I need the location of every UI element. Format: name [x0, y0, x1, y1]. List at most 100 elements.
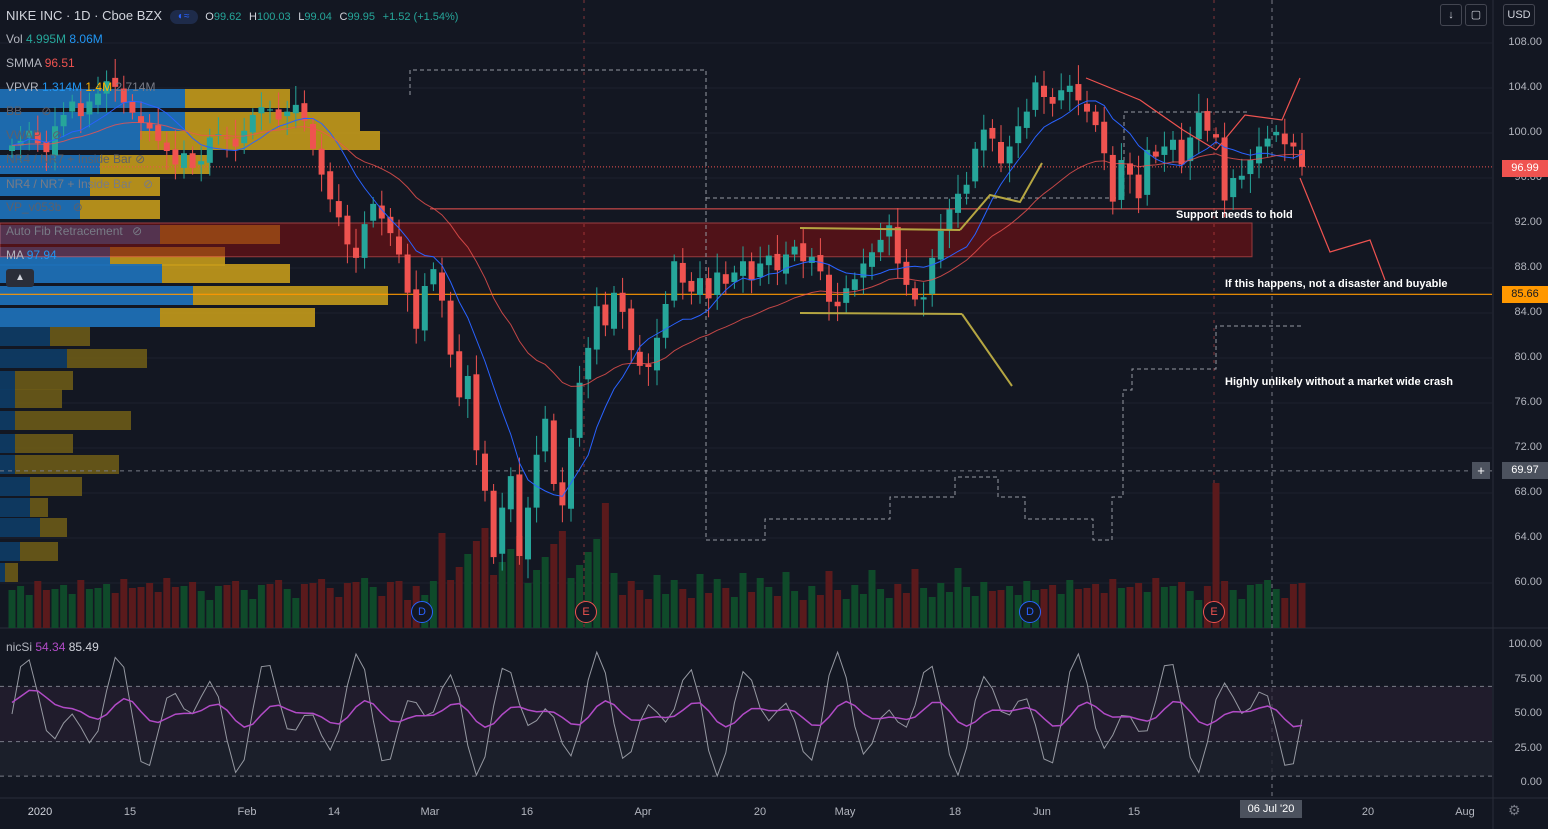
legend-nr[interactable]: NR4 / NR7 + Inside Bar ⊘	[6, 177, 153, 191]
vpvr-buy-bar	[0, 371, 15, 390]
legend-fib[interactable]: Auto Fib Retracement ⊘	[6, 224, 142, 238]
candle-body	[714, 272, 721, 295]
candle-body	[1256, 146, 1262, 164]
volume-bar	[1143, 592, 1151, 628]
candle-body	[430, 269, 437, 285]
earnings-event-icon[interactable]: E	[1203, 601, 1225, 623]
vpvr-buy-bar	[0, 434, 15, 453]
legend-vol[interactable]: Vol 4.995M 8.06M	[6, 32, 103, 46]
candle-body	[284, 111, 291, 117]
change-value: +1.52 (+1.54%)	[382, 11, 459, 23]
hidden-eye-icon[interactable]: ⊘	[52, 128, 63, 142]
volume-bar	[584, 552, 592, 628]
volume-bar	[137, 587, 145, 628]
candle-body	[318, 148, 325, 175]
legend-nr-m[interactable]: NR4 / NR7 + Inside Bar ⊘	[6, 152, 145, 166]
candle-body	[989, 127, 996, 139]
volume-bar	[404, 600, 412, 628]
candle-body	[860, 263, 867, 278]
legend-vpvr[interactable]: VPVR 1.314M 1.4M 2.714M	[6, 80, 155, 94]
volume-bar	[1049, 585, 1057, 628]
candle-body	[894, 226, 901, 264]
settings-gear-icon[interactable]: ⚙	[1508, 802, 1521, 818]
live-icon[interactable]: ◐≈	[169, 9, 198, 24]
legend-bb-name: BB	[6, 104, 23, 118]
candle-body	[1015, 126, 1022, 144]
candle-body	[731, 272, 738, 283]
volume-bar	[834, 590, 842, 628]
candle-body	[516, 474, 523, 556]
candle-body	[95, 93, 101, 105]
currency-button[interactable]: USD	[1503, 4, 1535, 26]
hidden-eye-icon[interactable]: ⊘	[41, 104, 52, 118]
candle-body	[697, 278, 703, 295]
volume-bar	[550, 544, 558, 628]
candle-body	[654, 337, 660, 371]
legend-smma[interactable]: SMMA 96.51	[6, 56, 75, 70]
candle-body	[1273, 131, 1280, 136]
vpvr-buy-bar	[0, 327, 50, 346]
candle-body	[26, 130, 33, 138]
legend-vwap[interactable]: VWAP ⊘	[6, 128, 62, 142]
volume-bar	[670, 580, 678, 628]
volume-bar	[808, 586, 816, 628]
vpvr-sell-bar	[20, 542, 58, 561]
volume-bar	[472, 541, 480, 628]
volume-bar	[283, 589, 291, 628]
legend-vp[interactable]: VP_v053b ⊘	[6, 200, 83, 214]
candle-body	[327, 171, 334, 200]
candle-body	[1213, 134, 1219, 138]
candle-body	[69, 101, 76, 112]
volume-bar	[1135, 583, 1143, 628]
volume-bar	[85, 589, 93, 628]
price-axis-label: 84.00	[1514, 306, 1542, 318]
candle-body	[1238, 175, 1245, 180]
volume-bar	[8, 590, 16, 628]
volume-bar	[739, 573, 747, 628]
osc-fast-line	[11, 650, 1303, 778]
symbol-title[interactable]: NIKE INC · 1D · Cboe BZX	[6, 8, 163, 23]
annotation-buyable[interactable]: If this happens, not a disaster and buya…	[1225, 278, 1448, 290]
low-label: L	[298, 11, 305, 23]
high-value: 100.03	[256, 11, 291, 23]
time-axis-label: 20	[753, 806, 767, 818]
candle-body	[722, 274, 729, 284]
legend-ma[interactable]: MA 97.94	[6, 248, 57, 262]
crosshair-price-tag: 69.97	[1502, 462, 1548, 479]
hidden-eye-icon[interactable]: ⊘	[135, 152, 146, 166]
add-level-icon[interactable]: +	[1472, 462, 1490, 479]
legend-bb[interactable]: BB ⊘	[6, 104, 51, 118]
candle-body	[765, 255, 772, 266]
legend-smma-value: 96.51	[44, 56, 75, 70]
hidden-eye-icon[interactable]: ⊘	[72, 200, 83, 214]
volume-bar	[1126, 587, 1134, 628]
scroll-down-button[interactable]: ↓	[1440, 4, 1462, 26]
volume-bar	[51, 589, 59, 628]
candle-body	[9, 145, 15, 151]
collapse-legend-button[interactable]: ▲	[6, 269, 34, 287]
candle-body	[1170, 139, 1176, 150]
legend-osc[interactable]: nicSi 54.34 85.49	[6, 640, 99, 654]
annotation-support[interactable]: Support needs to hold	[1176, 209, 1293, 221]
annotation-crash[interactable]: Highly unlikely without a market wide cr…	[1225, 376, 1454, 388]
volume-bar	[610, 573, 618, 628]
price-axis-label: 92.00	[1514, 216, 1542, 228]
candle-body	[490, 490, 497, 558]
volume-bar	[1160, 587, 1168, 628]
vpvr-buy-bar	[0, 411, 15, 430]
fullscreen-icon[interactable]: ▢	[1465, 4, 1487, 26]
earnings-event-icon[interactable]: E	[575, 601, 597, 623]
volume-bar	[25, 595, 33, 628]
candle-body	[671, 261, 678, 301]
dividend-event-icon[interactable]: D	[411, 601, 433, 623]
volume-bar	[68, 594, 76, 628]
dividend-event-icon[interactable]: D	[1019, 601, 1041, 623]
hidden-eye-icon[interactable]: ⊘	[132, 224, 143, 238]
hidden-eye-icon[interactable]: ⊘	[143, 177, 154, 191]
price-axis-label: 108.00	[1508, 36, 1542, 48]
candle-body	[817, 255, 824, 272]
volume-bar	[1264, 580, 1272, 628]
candle-body	[1084, 103, 1090, 112]
candle-body	[826, 274, 832, 302]
